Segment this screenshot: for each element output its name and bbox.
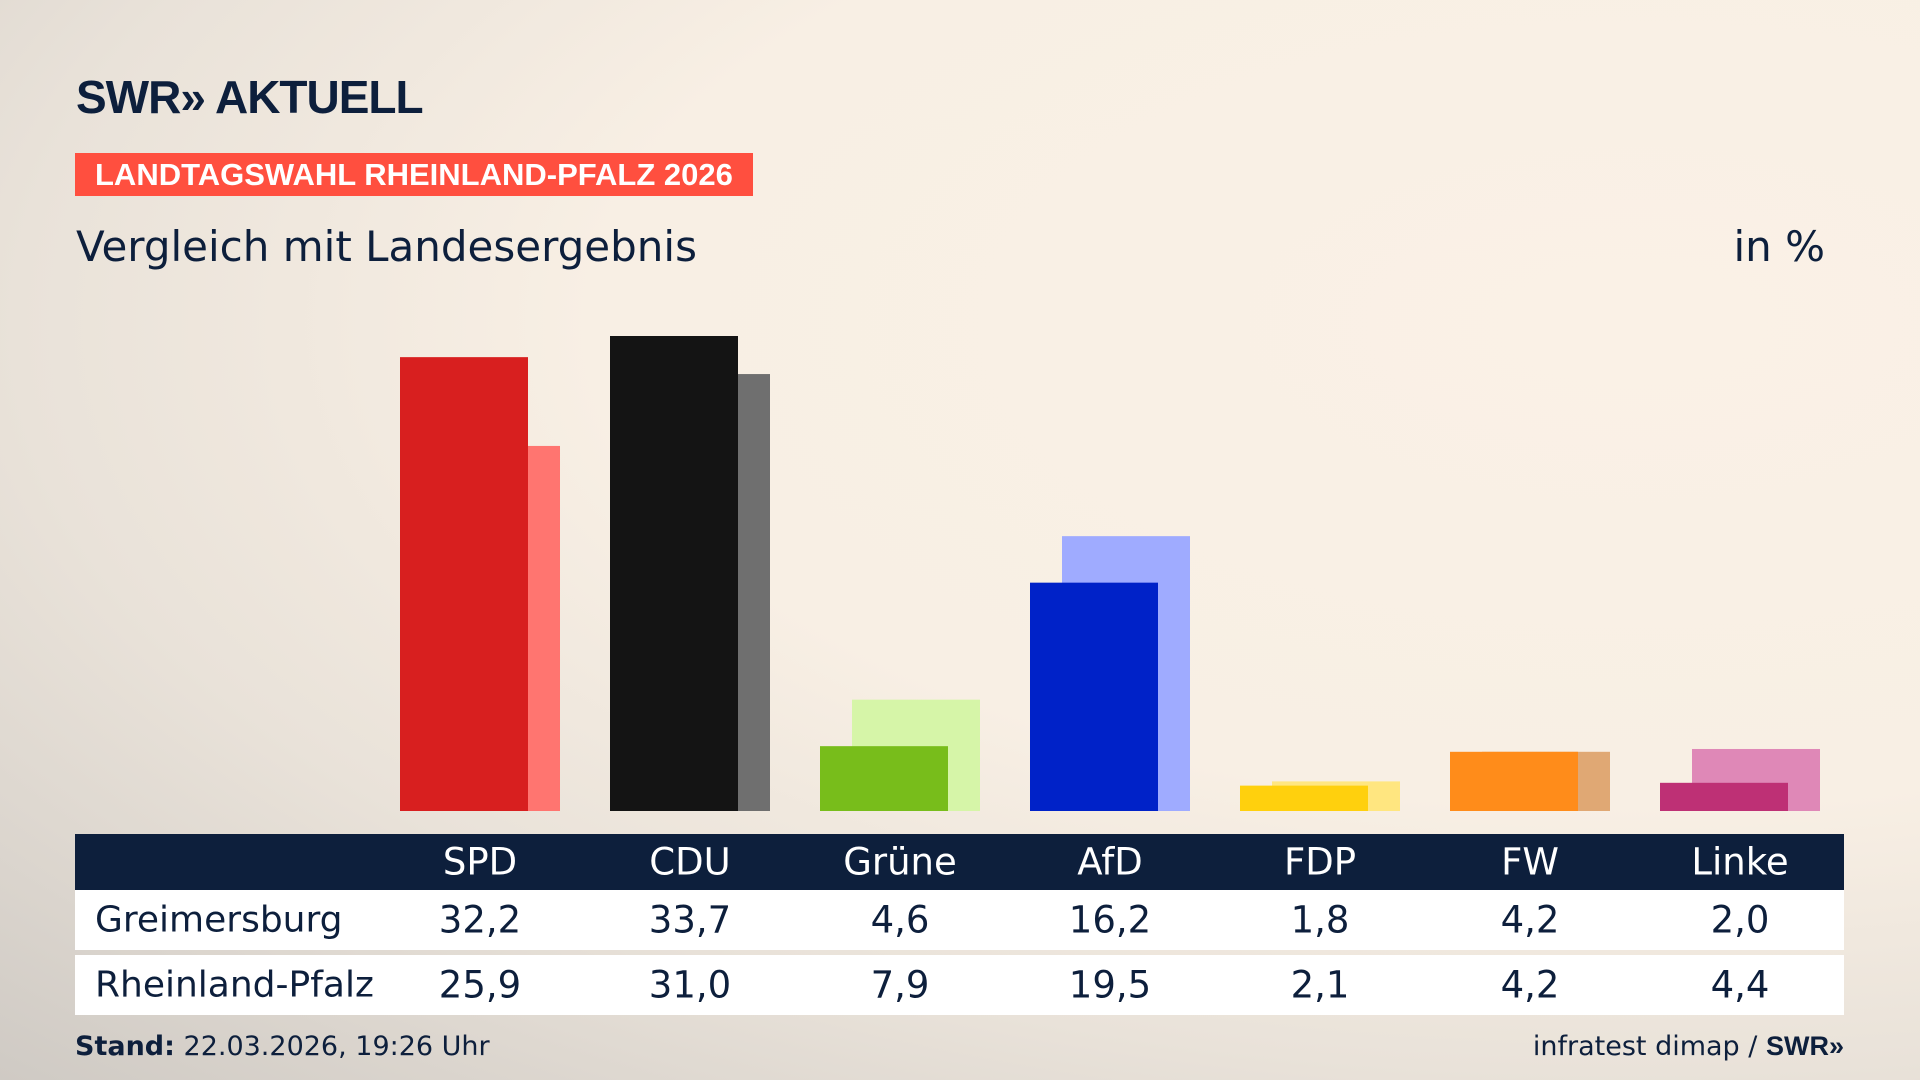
bar-cdu-greimersburg bbox=[610, 336, 738, 811]
stand-label: Stand: bbox=[75, 1031, 175, 1062]
value-fw: 4,2 bbox=[1500, 963, 1560, 1007]
header-spd: SPD bbox=[442, 840, 518, 884]
bar-afd-greimersburg bbox=[1030, 582, 1158, 811]
value-linke: 4,4 bbox=[1710, 963, 1770, 1007]
value-cdu: 33,7 bbox=[648, 898, 732, 942]
bar-linke-greimersburg bbox=[1660, 782, 1788, 811]
bar-spd-greimersburg bbox=[400, 357, 528, 811]
table-row-rheinland-pfalz: Rheinland-Pfalz 25,9 31,0 7,9 19,5 2,1 4,2 4,4 bbox=[75, 955, 1844, 1015]
stand-value: 22.03.2026, 19:26 Uhr bbox=[183, 1031, 490, 1062]
value-fdp: 1,8 bbox=[1290, 898, 1350, 942]
bar-fdp-greimersburg bbox=[1240, 785, 1368, 811]
bar-gruene-greimersburg bbox=[820, 746, 948, 811]
table-row-greimersburg: Greimersburg 32,2 33,7 4,6 16,2 1,8 4,2 2,0 bbox=[75, 890, 1844, 950]
bar-fw-greimersburg bbox=[1450, 751, 1578, 811]
value-gruene: 4,6 bbox=[870, 898, 930, 942]
unit-label: in % bbox=[1733, 222, 1825, 271]
header-fw: FW bbox=[1501, 840, 1559, 884]
value-cdu: 31,0 bbox=[648, 963, 732, 1007]
chart-subtitle: Vergleich mit Landesergebnis bbox=[76, 222, 697, 271]
swr-aktuell-logo: SWR» AKTUELL bbox=[76, 71, 424, 123]
value-fdp: 2,1 bbox=[1290, 963, 1350, 1007]
header-afd: AfD bbox=[1077, 840, 1143, 884]
source-text: infratest dimap / bbox=[1532, 1031, 1758, 1062]
value-spd: 32,2 bbox=[438, 898, 522, 942]
value-afd: 19,5 bbox=[1068, 963, 1152, 1007]
value-gruene: 7,9 bbox=[870, 963, 930, 1007]
value-linke: 2,0 bbox=[1710, 898, 1770, 942]
results-table: SPD CDU Grüne AfD FDP FW Linke Greimersburg 32,… bbox=[75, 834, 1844, 1020]
row-label: Greimersburg bbox=[95, 899, 343, 941]
value-spd: 25,9 bbox=[438, 963, 522, 1007]
timestamp: Stand: 22.03.2026, 19:26 Uhr bbox=[75, 1031, 490, 1062]
source: infratest dimap / SWR» bbox=[1533, 1031, 1844, 1062]
value-afd: 16,2 bbox=[1068, 898, 1152, 942]
header-linke: Linke bbox=[1691, 840, 1789, 884]
election-banner: LANDTAGSWAHL RHEINLAND-PFALZ 2026 bbox=[75, 153, 753, 196]
swr-small-logo: SWR» bbox=[1765, 1031, 1844, 1061]
header-cdu: CDU bbox=[649, 840, 731, 884]
bar-chart bbox=[400, 336, 1820, 811]
value-fw: 4,2 bbox=[1500, 898, 1560, 942]
table-header-row: SPD CDU Grüne AfD FDP FW Linke bbox=[75, 834, 1844, 890]
header-gruene: Grüne bbox=[843, 840, 957, 884]
header-fdp: FDP bbox=[1283, 840, 1357, 884]
row-label: Rheinland-Pfalz bbox=[95, 964, 374, 1006]
